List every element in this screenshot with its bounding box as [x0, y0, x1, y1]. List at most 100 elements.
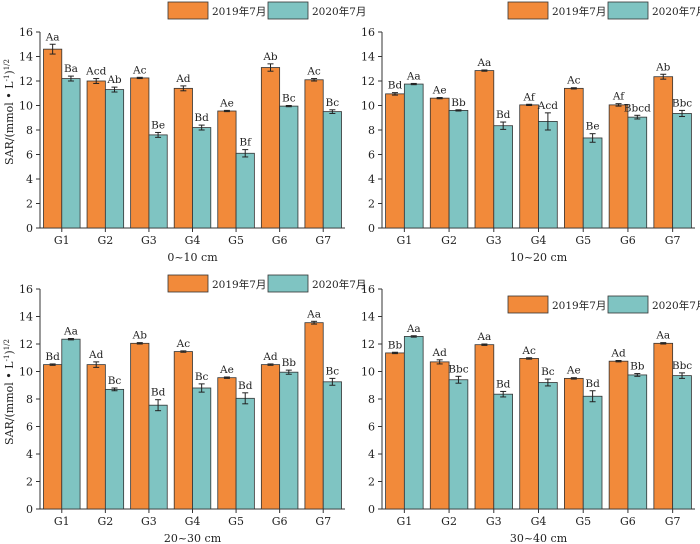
y-tick-label: 8	[26, 393, 33, 406]
legend-swatch	[167, 274, 209, 293]
y-tick-label: 4	[26, 173, 33, 186]
legend-swatch	[167, 1, 209, 20]
significance-label: Bd	[388, 80, 403, 92]
x-tick-label: G5	[575, 234, 591, 247]
significance-label: Bb	[451, 97, 466, 109]
y-tick-label: 8	[26, 124, 33, 137]
bar	[43, 364, 63, 510]
y-tick-label: 10	[19, 100, 33, 113]
bar	[217, 377, 237, 510]
bar	[279, 105, 299, 229]
bar	[627, 116, 648, 229]
bar	[104, 89, 125, 229]
bar	[519, 104, 539, 229]
x-tick-label: G1	[396, 234, 412, 247]
legend-label: 2019年7月	[212, 5, 266, 18]
x-tick-label: G3	[141, 515, 157, 528]
y-axis-title-sup: -1	[3, 75, 11, 82]
y-tick-label: 4	[26, 448, 33, 461]
significance-label: Bf	[239, 137, 252, 149]
x-tick-label: G3	[486, 234, 502, 247]
y-tick-label: 14	[361, 51, 375, 64]
significance-label: Bbc	[448, 363, 468, 375]
significance-label: Aa	[406, 70, 421, 82]
x-tick-label: G2	[441, 234, 457, 247]
bar	[493, 393, 513, 510]
bar	[519, 358, 539, 510]
bar	[43, 48, 63, 229]
legend: 2019年7月 2020年7月	[507, 295, 700, 314]
bar	[429, 97, 450, 229]
y-tick-label: 8	[368, 124, 375, 137]
bar	[148, 134, 168, 229]
x-tick-label: G7	[665, 515, 681, 528]
legend: 2019年7月 2020年7月	[507, 1, 700, 20]
significance-label: Bc	[326, 97, 340, 109]
y-tick-label: 12	[19, 338, 33, 351]
significance-label: Ad	[432, 347, 448, 359]
legend-swatch	[507, 295, 549, 314]
chart-panel: 0246810121416G1BdAaG2AeBbG3AaBdG4AfAcdG5…	[361, 1, 700, 264]
significance-label: Acd	[537, 100, 558, 112]
y-tick-label: 12	[19, 75, 33, 88]
y-tick-label: 10	[361, 366, 375, 379]
y-tick-label: 14	[19, 51, 33, 64]
significance-label: Bd	[151, 387, 166, 399]
bar	[474, 344, 495, 510]
significance-label: Ab	[132, 330, 148, 342]
significance-label: Ae	[566, 365, 581, 377]
chart-panel: 0 2 4 6 8 10 12 14 16 G1 Bd Aa G2 Ad Bc G3 Ab Bd G4 Ac Bc G5 A…	[19, 274, 366, 544]
significance-label: Aa	[655, 330, 670, 342]
x-tick-label: G4	[531, 515, 547, 528]
significance-label: Ae	[219, 364, 234, 376]
bar	[474, 70, 495, 229]
legend-label: 2020年7月	[652, 5, 700, 18]
bar	[538, 382, 558, 510]
significance-label: Bd	[238, 380, 253, 392]
x-tick-label: G3	[486, 515, 502, 528]
significance-label: Aa	[306, 308, 321, 320]
significance-label: Aa	[406, 323, 421, 335]
x-tick-label: G5	[575, 515, 591, 528]
y-tick-label: 6	[26, 421, 33, 434]
y-tick-label: 0	[26, 222, 33, 235]
legend: 2019年7月 2020年7月	[167, 274, 366, 293]
x-tick-label: G2	[441, 515, 457, 528]
significance-label: Bb	[282, 357, 297, 369]
y-tick-label: 10	[19, 366, 33, 379]
y-axis-title-close: )	[3, 70, 16, 74]
legend-label: 2019年7月	[212, 278, 266, 291]
y-tick-label: 6	[368, 149, 375, 162]
legend-swatch	[267, 1, 309, 20]
bar	[385, 352, 405, 510]
y-tick-label: 16	[19, 283, 33, 296]
significance-label: Bbc	[672, 97, 692, 109]
bar	[322, 111, 342, 229]
bar	[304, 322, 324, 510]
legend-label: 2019年7月	[552, 299, 606, 312]
significance-label: Ad	[262, 351, 278, 363]
significance-label: Bc	[108, 375, 122, 387]
significance-label: Bbcd	[624, 102, 651, 114]
y-axis-title-main: SAR/(mmol • L-1)1/2	[3, 59, 16, 165]
y-axis-title-close: )	[3, 350, 16, 354]
significance-label: Bc	[282, 93, 296, 105]
significance-label: Aa	[476, 331, 491, 343]
significance-label: Bc	[541, 366, 555, 378]
y-tick-label: 6	[368, 421, 375, 434]
x-tick-label: G6	[272, 515, 288, 528]
bar	[672, 113, 692, 229]
significance-label: Bd	[585, 378, 600, 390]
y-tick-label: 2	[26, 198, 33, 211]
bar	[608, 360, 629, 510]
significance-label: Bb	[630, 361, 645, 373]
bar	[173, 351, 193, 510]
significance-label: Aa	[476, 57, 491, 69]
bar	[582, 395, 603, 510]
significance-label: Be	[151, 119, 165, 131]
significance-label: Bc	[195, 371, 209, 383]
x-tick-label: G5	[228, 515, 244, 528]
y-axis-title-exp: 1/2	[3, 59, 11, 70]
significance-label: Bd	[45, 351, 60, 363]
x-tick-label: G6	[620, 234, 636, 247]
